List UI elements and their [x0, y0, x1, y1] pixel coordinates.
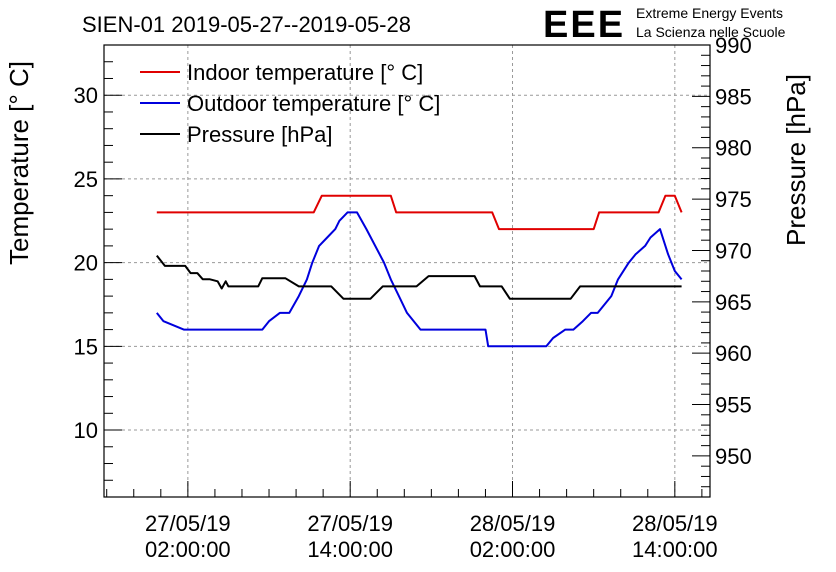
- grid: [104, 45, 710, 497]
- legend: Indoor temperature [° C] Outdoor temperat…: [140, 60, 440, 147]
- y2-tick-label: 970: [715, 238, 752, 263]
- pressure-legend-label: Pressure [hPa]: [187, 122, 333, 147]
- logo-letters: EEE: [543, 4, 625, 46]
- x-tick-label-time: 02:00:00: [145, 537, 231, 562]
- axes: 10 15 20 25 30 950 955 960 965 970 975 980 985 990 27/…: [74, 33, 752, 562]
- logo-line1: Extreme Energy Events: [636, 5, 783, 21]
- y2-tick-label: 965: [715, 290, 752, 315]
- outdoor-legend-label: Outdoor temperature [° C]: [187, 91, 440, 116]
- y2-tick-label: 985: [715, 84, 752, 109]
- y-axis-label: Temperature [° C]: [4, 61, 34, 265]
- series-lines: [156, 194, 683, 348]
- x-tick-label-time: 14:00:00: [632, 537, 718, 562]
- y-tick-label: 30: [74, 83, 98, 108]
- y-tick-label: 15: [74, 334, 98, 359]
- y-tick-label: 10: [74, 418, 98, 443]
- indoor-series-line: [156, 194, 683, 231]
- eee-logo: EEE Extreme Energy Events La Scienza nel…: [543, 4, 786, 46]
- outdoor-series-line: [156, 211, 683, 348]
- logo-line2: La Scienza nelle Scuole: [636, 24, 786, 40]
- x-tick-label-date: 27/05/19: [145, 511, 231, 536]
- y-tick-label: 20: [74, 251, 98, 276]
- x-tick-label-date: 28/05/19: [632, 511, 718, 536]
- y2-axis-label: Pressure [hPa]: [781, 74, 811, 246]
- y2-tick-label: 960: [715, 341, 752, 366]
- x-tick-label-date: 28/05/19: [470, 511, 556, 536]
- indoor-legend-label: Indoor temperature [° C]: [187, 60, 423, 85]
- x-tick-label-date: 27/05/19: [307, 511, 393, 536]
- y-tick-label: 25: [74, 167, 98, 192]
- y2-tick-label: 950: [715, 444, 752, 469]
- y2-tick-label: 980: [715, 136, 752, 161]
- y2-tick-label: 955: [715, 393, 752, 418]
- y2-tick-label: 975: [715, 187, 752, 212]
- x-tick-label-time: 14:00:00: [307, 537, 393, 562]
- x-tick-label-time: 02:00:00: [470, 537, 556, 562]
- pressure-series-line: [156, 254, 682, 300]
- chart-title: SIEN-01 2019-05-27--2019-05-28: [82, 12, 411, 37]
- y2-tick-label: 990: [715, 33, 752, 58]
